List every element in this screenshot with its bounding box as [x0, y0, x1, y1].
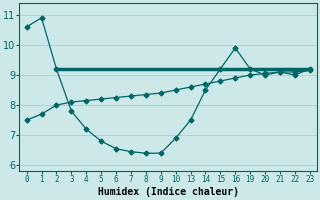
X-axis label: Humidex (Indice chaleur): Humidex (Indice chaleur): [98, 187, 239, 197]
